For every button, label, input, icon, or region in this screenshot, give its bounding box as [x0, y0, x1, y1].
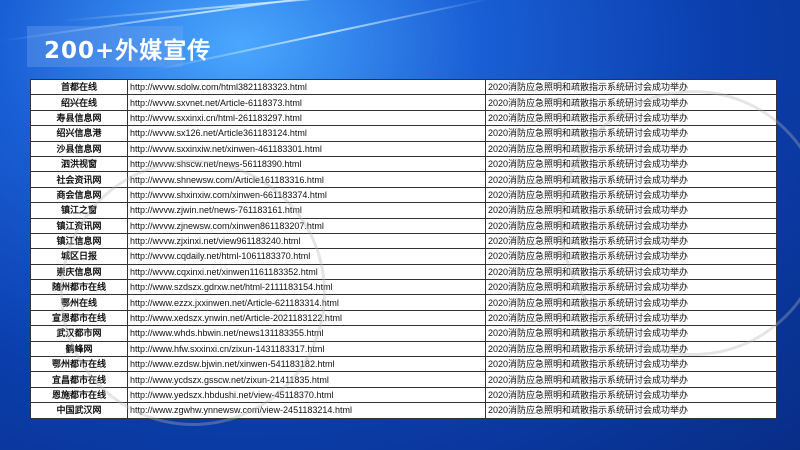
table-row: 镇江信息网 http://wvvw.zjxinxi.net/view9611832… — [30, 232, 777, 250]
table-row: 镇江之窗 http://wvvw.zjwin.net/news-761183161… — [30, 202, 777, 219]
site-name: 宣恩都市在线 — [30, 309, 128, 327]
article-url[interactable]: http://www.ycdszx.gsscw.net/zixun-214118… — [127, 371, 486, 388]
article-title: 2020消防应急照明和疏散指示系统研讨会成功举办 — [485, 248, 777, 265]
site-name: 鹤峰网 — [30, 340, 128, 358]
table-row: 鹤峰网 http://www.hfw.sxxinxi.cn/zixun-14311… — [30, 340, 777, 358]
table-row: 寿县信息网 http://wvvw.sxxinxi.cn/html-2611832… — [30, 109, 777, 127]
article-title: 2020消防应急照明和疏散指示系统研讨会成功举办 — [485, 402, 777, 419]
article-title: 2020消防应急照明和疏散指示系统研讨会成功举办 — [485, 186, 777, 204]
article-url[interactable]: http://www.whds.hbwin.net/news131183355.… — [127, 325, 486, 342]
table-row: 中国武汉网 http://www.zgwhw.ynnewsw.com/view-2… — [30, 402, 777, 419]
article-title: 2020消防应急照明和疏散指示系统研讨会成功举办 — [485, 263, 777, 281]
article-url[interactable]: http://www.zgwhw.ynnewsw.com/view-245118… — [127, 402, 486, 419]
article-url[interactable]: http://www.ezzx.jxxinwen.net/Article-621… — [127, 294, 486, 311]
site-name: 镇江资讯网 — [30, 217, 128, 234]
article-title: 2020消防应急照明和疏散指示系统研讨会成功举办 — [485, 371, 777, 388]
article-title: 2020消防应急照明和疏散指示系统研讨会成功举办 — [485, 125, 777, 142]
article-title: 2020消防应急照明和疏散指示系统研讨会成功举办 — [485, 140, 777, 157]
table-row: 崇庆信息网 http://wvvw.cqxinxi.net/xinwen11611… — [30, 263, 777, 281]
table-row: 鄂州在线 http://www.ezzx.jxxinwen.net/Article… — [30, 294, 777, 311]
article-url[interactable]: http://www.xedszx.ynwin.net/Article-2021… — [127, 309, 486, 327]
site-name: 中国武汉网 — [30, 402, 128, 419]
table-row: 社会资讯网 http://wvvw.shnewsw.com/Article1611… — [30, 171, 777, 188]
article-url[interactable]: http://wvvw.sdolw.com/html3821183323.htm… — [127, 78, 486, 96]
table-row: 泗洪视窗 http://wvvw.shscw.net/news-56118390.… — [30, 155, 777, 173]
table-row: 镇江资讯网 http://wvvw.zjnewsw.com/xinwen86118… — [30, 217, 777, 234]
article-url[interactable]: http://www.yedszx.hbdushi.net/view-45118… — [127, 386, 486, 404]
article-title: 2020消防应急照明和疏散指示系统研讨会成功举办 — [485, 232, 777, 250]
site-name: 绍兴在线 — [30, 94, 128, 111]
site-name: 宜昌都市在线 — [30, 371, 128, 388]
site-name: 武汉都市网 — [30, 325, 128, 342]
site-name: 镇江之窗 — [30, 202, 128, 219]
article-url[interactable]: http://wvvw.zjxinxi.net/view961183240.ht… — [127, 232, 486, 250]
article-title: 2020消防应急照明和疏散指示系统研讨会成功举办 — [485, 171, 777, 188]
article-title: 2020消防应急照明和疏散指示系统研讨会成功举办 — [485, 78, 777, 96]
article-title: 2020消防应急照明和疏散指示系统研讨会成功举办 — [485, 109, 777, 127]
article-url[interactable]: http://wvvw.cqxinxi.net/xinwen1161183352… — [127, 263, 486, 281]
article-title: 2020消防应急照明和疏散指示系统研讨会成功举办 — [485, 325, 777, 342]
title-banner — [27, 26, 183, 67]
table-row: 绍兴信息港 http://wvvw.sx126.net/Article361183… — [30, 125, 777, 142]
article-url[interactable]: http://wvvw.shnewsw.com/Article161183316… — [127, 171, 486, 188]
article-title: 2020消防应急照明和疏散指示系统研讨会成功举办 — [485, 356, 777, 373]
article-title: 2020消防应急照明和疏散指示系统研讨会成功举办 — [485, 202, 777, 219]
table-row: 城区日报 http://wvvw.cqdaily.net/html-1061183… — [30, 248, 777, 265]
site-name: 城区日报 — [30, 248, 128, 265]
table-row: 宣恩都市在线 http://www.xedszx.ynwin.net/Articl… — [30, 309, 777, 327]
article-title: 2020消防应急照明和疏散指示系统研讨会成功举办 — [485, 279, 777, 296]
site-name: 镇江信息网 — [30, 232, 128, 250]
article-url[interactable]: http://wvvw.shscw.net/news-56118390.html — [127, 155, 486, 173]
article-title: 2020消防应急照明和疏散指示系统研讨会成功举办 — [485, 94, 777, 111]
table-row: 鄂州都市在线 http://www.ezdsw.bjwin.net/xinwen-… — [30, 356, 777, 373]
article-url[interactable]: http://wvvw.sxvnet.net/Article-6118373.h… — [127, 94, 486, 111]
table-row: 随州都市在线 http://www.szdszx.gdrxw.net/html-2… — [30, 279, 777, 296]
site-name: 沙县信息网 — [30, 140, 128, 157]
article-title: 2020消防应急照明和疏散指示系统研讨会成功举办 — [485, 155, 777, 173]
article-title: 2020消防应急照明和疏散指示系统研讨会成功举办 — [485, 386, 777, 404]
table-row: 首都在线 http://wvvw.sdolw.com/html3821183323… — [30, 78, 777, 96]
media-table: 首都在线 http://wvvw.sdolw.com/html3821183323… — [30, 78, 777, 419]
site-name: 商会信息网 — [30, 186, 128, 204]
site-name: 社会资讯网 — [30, 171, 128, 188]
table-row: 武汉都市网 http://www.whds.hbwin.net/news13118… — [30, 325, 777, 342]
site-name: 恩施都市在线 — [30, 386, 128, 404]
site-name: 绍兴信息港 — [30, 125, 128, 142]
article-url[interactable]: http://wvvw.sx126.net/Article361183124.h… — [127, 125, 486, 142]
article-url[interactable]: http://wvvw.shxinxiw.com/xinwen-66118337… — [127, 186, 486, 204]
article-url[interactable]: http://www.ezdsw.bjwin.net/xinwen-541183… — [127, 356, 486, 373]
article-url[interactable]: http://wvvw.sxxinxiw.net/xinwen-46118330… — [127, 140, 486, 157]
article-url[interactable]: http://www.szdszx.gdrxw.net/html-2111183… — [127, 279, 486, 296]
site-name: 首都在线 — [30, 78, 128, 96]
article-url[interactable]: http://wvvw.zjnewsw.com/xinwen861183207.… — [127, 217, 486, 234]
table-row: 沙县信息网 http://wvvw.sxxinxiw.net/xinwen-461… — [30, 140, 777, 157]
table-row: 宜昌都市在线 http://www.ycdszx.gsscw.net/zixun-… — [30, 371, 777, 388]
site-name: 寿县信息网 — [30, 109, 128, 127]
article-title: 2020消防应急照明和疏散指示系统研讨会成功举办 — [485, 294, 777, 311]
site-name: 随州都市在线 — [30, 279, 128, 296]
site-name: 鄂州都市在线 — [30, 356, 128, 373]
site-name: 泗洪视窗 — [30, 155, 128, 173]
site-name: 崇庆信息网 — [30, 263, 128, 281]
table-row: 绍兴在线 http://wvvw.sxvnet.net/Article-61183… — [30, 94, 777, 111]
article-title: 2020消防应急照明和疏散指示系统研讨会成功举办 — [485, 309, 777, 327]
article-url[interactable]: http://www.hfw.sxxinxi.cn/zixun-14311833… — [127, 340, 486, 358]
article-title: 2020消防应急照明和疏散指示系统研讨会成功举办 — [485, 217, 777, 234]
article-title: 2020消防应急照明和疏散指示系统研讨会成功举办 — [485, 340, 777, 358]
article-url[interactable]: http://wvvw.sxxinxi.cn/html-261183297.ht… — [127, 109, 486, 127]
table-row: 商会信息网 http://wvvw.shxinxiw.com/xinwen-661… — [30, 186, 777, 204]
article-url[interactable]: http://wvvw.cqdaily.net/html-1061183370.… — [127, 248, 486, 265]
table-row: 恩施都市在线 http://www.yedszx.hbdushi.net/view… — [30, 386, 777, 404]
site-name: 鄂州在线 — [30, 294, 128, 311]
article-url[interactable]: http://wvvw.zjwin.net/news-761183161.htm… — [127, 202, 486, 219]
page-title: 200+外媒宣传 — [44, 38, 212, 64]
